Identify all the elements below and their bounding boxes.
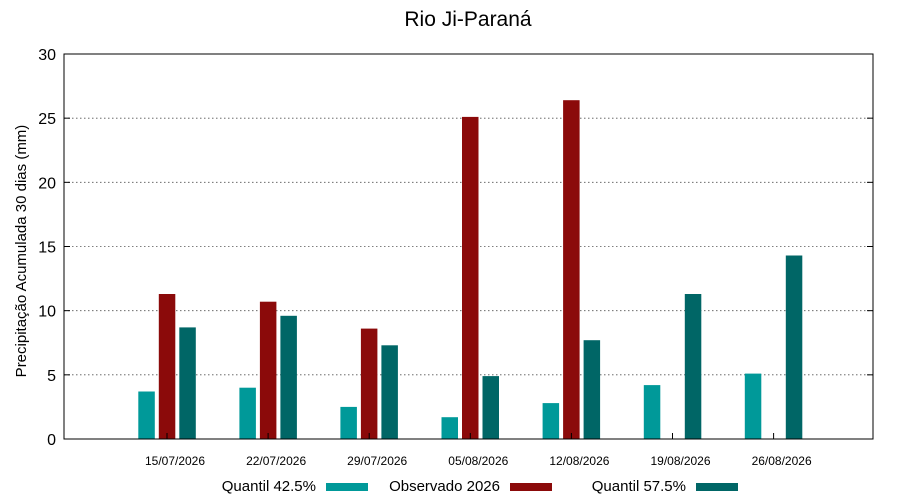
- bar-series-0: [340, 406, 357, 439]
- bar-series-0: [542, 403, 560, 439]
- bar-series-2: [179, 327, 196, 439]
- bar-series-2: [583, 340, 601, 439]
- bar-series-1: [462, 116, 479, 440]
- bar-series-1: [259, 301, 277, 439]
- legend-swatch: [696, 483, 738, 491]
- x-tick-label: 15/07/2026: [145, 454, 205, 468]
- bar-series-1: [360, 328, 378, 439]
- legend-item-1: Observado 2026: [389, 478, 552, 495]
- legend: Quantil 42.5% Observado 2026 Quantil 57.5%: [222, 478, 738, 495]
- chart-title: Rio Ji-Paraná: [404, 8, 532, 31]
- bars: [138, 100, 803, 440]
- bar-series-2: [381, 345, 398, 439]
- bar-series-0: [138, 391, 155, 439]
- legend-label: Quantil 57.5%: [592, 478, 686, 495]
- y-axis-label: Precipitação Acumulada 30 dias (mm): [13, 125, 30, 378]
- y-tick-label: 30: [38, 47, 56, 64]
- legend-label: Quantil 42.5%: [222, 478, 316, 495]
- legend-item-0: Quantil 42.5%: [222, 478, 368, 495]
- bar-series-0: [744, 373, 762, 439]
- x-tick-label: 29/07/2026: [347, 454, 407, 468]
- bar-series-2: [684, 294, 702, 439]
- legend-label: Observado 2026: [389, 478, 500, 495]
- y-axis-ticks: 0 5 10 15 20 25 30: [38, 47, 873, 449]
- bar-series-0: [643, 385, 661, 439]
- bar-series-1: [563, 100, 580, 439]
- x-tick-label: 26/08/2026: [752, 454, 812, 468]
- bar-series-1: [158, 294, 176, 439]
- legend-swatch: [326, 483, 368, 491]
- bar-series-2: [482, 376, 499, 439]
- y-tick-label: 15: [38, 240, 56, 257]
- bar-series-0: [441, 417, 458, 439]
- bar-series-2: [280, 315, 297, 439]
- bar-series-0: [239, 387, 256, 439]
- x-tick-label: 12/08/2026: [549, 454, 609, 468]
- y-tick-label: 10: [38, 304, 56, 321]
- x-tick-label: 19/08/2026: [650, 454, 710, 468]
- y-tick-label: 20: [38, 175, 56, 192]
- bar-series-2: [785, 255, 803, 439]
- y-tick-label: 0: [47, 432, 56, 449]
- x-axis-ticks: 15/07/2026 22/07/2026 29/07/2026 05/08/2026…: [145, 433, 812, 468]
- x-tick-label: 05/08/2026: [448, 454, 508, 468]
- legend-item-2: Quantil 57.5%: [592, 478, 738, 495]
- legend-swatch: [510, 483, 552, 491]
- x-tick-label: 22/07/2026: [246, 454, 306, 468]
- y-tick-label: 5: [47, 368, 56, 385]
- y-tick-label: 25: [38, 111, 56, 128]
